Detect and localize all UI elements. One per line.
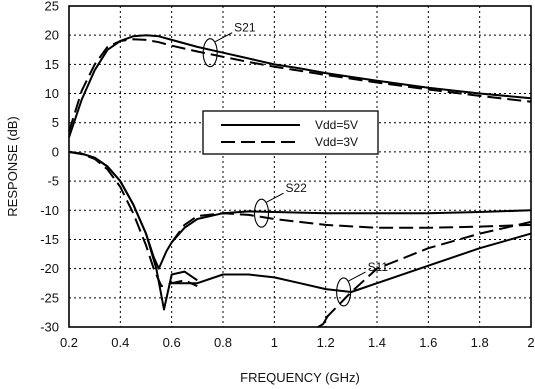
series-s11-high-solid-line — [171, 232, 532, 293]
y-tick-label: -5 — [47, 174, 59, 189]
y-tick-label: -25 — [40, 290, 59, 305]
annotation-label-s11: S11 — [368, 260, 389, 274]
x-axis-label: FREQUENCY (GHz) — [240, 370, 360, 385]
series-s11-high-dashed-line — [324, 220, 532, 319]
annotation-label-s22: S22 — [286, 181, 308, 195]
x-tick-label: 1.4 — [368, 335, 386, 350]
series-layer — [68, 34, 532, 328]
y-tick-label: 20 — [45, 28, 59, 43]
y-tick-label: -30 — [40, 320, 59, 335]
x-tick-label: 0.4 — [111, 335, 129, 350]
annotations: S21 S22 S11 — [202, 21, 389, 307]
y-tick-label: 15 — [45, 57, 59, 72]
x-tick-label: 0.8 — [214, 335, 232, 350]
y-tick-label: 10 — [45, 86, 59, 101]
series-s21-solid-line — [68, 34, 532, 138]
annotation-label-s21: S21 — [234, 21, 256, 35]
x-tick-label: 1 — [271, 335, 278, 350]
legend: Vdd=5V Vdd=3V — [202, 110, 379, 155]
legend-box — [202, 110, 379, 155]
y-axis-label: RESPONSE (dB) — [5, 116, 20, 216]
grid — [69, 6, 531, 327]
x-tick-label: 1.8 — [471, 335, 489, 350]
series-s11-dashed-line — [68, 150, 198, 288]
x-tick-label: 0.2 — [60, 335, 78, 350]
y-tick-label: -10 — [40, 203, 59, 218]
annotation-leader-s11 — [348, 271, 366, 282]
legend-label-vdd3: Vdd=3V — [315, 135, 358, 149]
tick-labels: 0.2 0.4 0.6 0.8 1 1.2 1.4 1.6 1.8 2 25 20 15 10 5 0 -5 -1… — [40, 0, 534, 350]
annotation-leader-s21 — [214, 32, 233, 43]
x-tick-label: 1.2 — [317, 335, 335, 350]
x-tick-label: 1.6 — [419, 335, 437, 350]
annotation-leader-s22 — [266, 192, 284, 203]
y-tick-label: 5 — [52, 115, 59, 130]
annotation-marker-s21 — [202, 38, 218, 68]
legend-label-vdd5: Vdd=5V — [315, 118, 358, 132]
plot-frame — [68, 5, 532, 328]
y-tick-label: -20 — [40, 261, 59, 276]
y-tick-label: -15 — [40, 232, 59, 247]
y-tick-label: 0 — [52, 144, 59, 159]
y-tick-label: 25 — [45, 0, 59, 14]
annotation-marker-s11 — [336, 277, 352, 307]
series-s11-solid-line — [68, 150, 198, 311]
x-tick-label: 0.6 — [163, 335, 181, 350]
series-s21-dashed-line — [68, 38, 532, 132]
x-tick-label: 2 — [527, 335, 534, 350]
series-s22-dashed-line — [170, 212, 532, 243]
series-s11-low-solid-line — [317, 314, 330, 328]
annotation-marker-s22 — [253, 198, 270, 228]
